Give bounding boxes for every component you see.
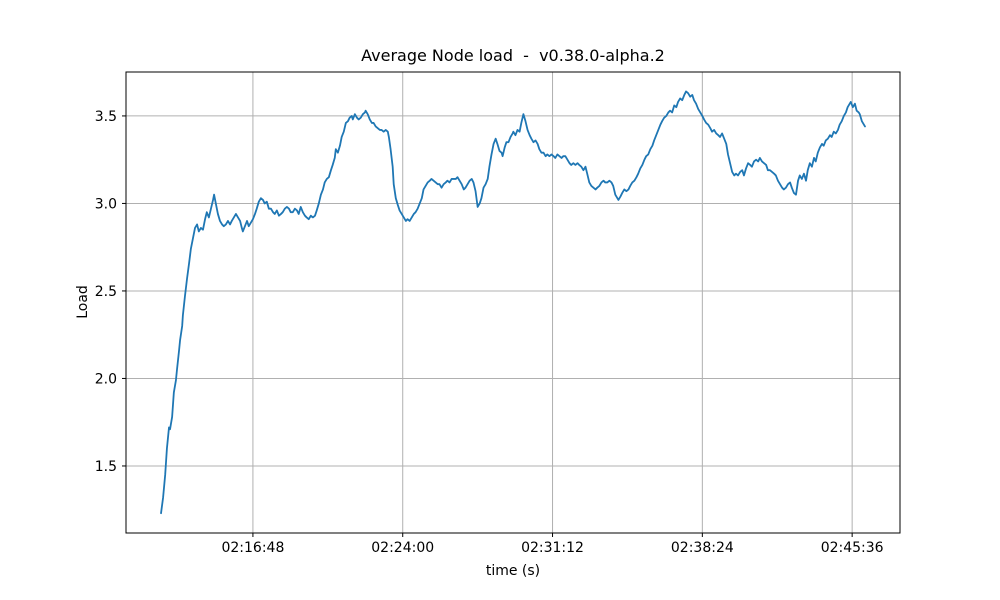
grid-lines [126,72,900,533]
chart-title: Average Node load - v0.38.0-alpha.2 [361,46,665,65]
load-series-line [160,90,866,515]
y-tick-label: 2.0 [95,371,117,387]
axis-ticks [122,115,853,537]
y-axis-label: Load [75,285,91,319]
y-tick-label: 3.5 [95,109,117,125]
y-tick-label: 2.5 [95,284,117,300]
axis-tick-labels: 02:16:48 02:24:00 02:31:12 02:38:24 02:45:36… [95,109,884,556]
x-axis-label: time (s) [485,563,541,579]
x-tick-label: 02:16:48 [221,540,284,556]
x-tick-label: 02:24:00 [371,540,434,556]
x-tick-label: 02:38:24 [671,540,734,556]
load-series [160,90,866,515]
x-tick-label: 02:31:12 [521,540,584,556]
y-tick-label: 1.5 [95,459,117,475]
x-tick-label: 02:45:36 [821,540,884,556]
plot-area-frame [125,71,901,534]
y-tick-label: 3.0 [95,196,117,212]
